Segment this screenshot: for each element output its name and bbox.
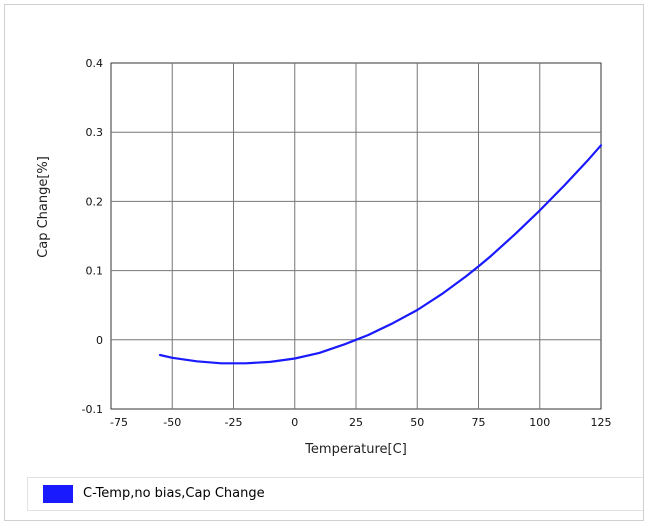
y-axis-title: Cap Change[%] (36, 156, 51, 258)
x-axis-title: Temperature[C] (304, 442, 407, 457)
x-tick-label: 50 (410, 416, 424, 429)
series-line-cap-change (158, 144, 603, 365)
legend: C-Temp,no bias,Cap Change (27, 477, 643, 511)
x-axis-ticks: -75 -50 -25 0 25 50 75 100 125 (110, 416, 611, 429)
legend-swatch (43, 485, 73, 503)
x-tick-label: -25 (225, 416, 243, 429)
y-tick-label: 0.3 (86, 126, 104, 139)
x-tick-label: -50 (163, 416, 181, 429)
x-tick-label: -75 (110, 416, 128, 429)
chart-frame: -75 -50 -25 0 25 50 75 100 125 0.4 0.3 0.2 0.1 0 -0.1… (4, 4, 644, 521)
y-tick-label: 0 (96, 334, 103, 347)
x-tick-label: 25 (349, 416, 363, 429)
x-tick-label: 125 (591, 416, 612, 429)
x-tick-label: 75 (472, 416, 486, 429)
y-tick-label: 0.4 (86, 57, 104, 70)
grid-lines (111, 63, 601, 409)
legend-label: C-Temp,no bias,Cap Change (83, 486, 265, 501)
y-tick-label: -0.1 (82, 403, 103, 416)
line-chart: -75 -50 -25 0 25 50 75 100 125 0.4 0.3 0.2 0.1 0 -0.1… (36, 57, 612, 457)
y-tick-label: 0.2 (86, 195, 104, 208)
y-tick-label: 0.1 (86, 265, 104, 278)
x-tick-label: 100 (529, 416, 550, 429)
y-axis-ticks: 0.4 0.3 0.2 0.1 0 -0.1 (82, 57, 103, 416)
x-tick-label: 0 (291, 416, 298, 429)
